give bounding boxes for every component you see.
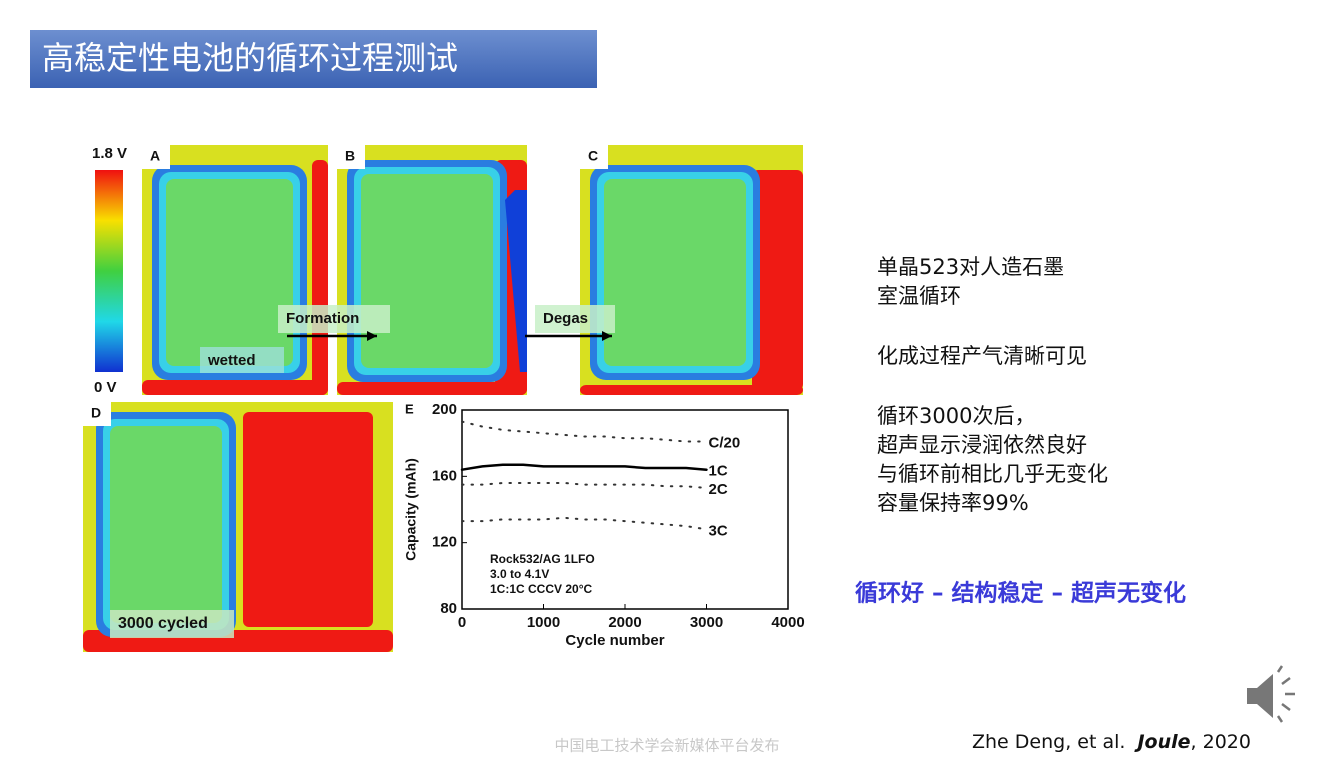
panel-letter: C xyxy=(588,148,598,164)
heatmap-hot xyxy=(312,160,328,395)
letter-box xyxy=(83,402,111,426)
panel-letter: B xyxy=(345,148,355,164)
x-axis-label: Cycle number xyxy=(565,632,664,649)
annotation: 3.0 to 4.1V xyxy=(490,567,549,581)
panel-label: 3000 cycled xyxy=(118,615,208,632)
panel-letter: E xyxy=(405,401,414,416)
series-label: C/20 xyxy=(709,434,741,451)
cell-core xyxy=(110,426,222,623)
x-tick-label: 0 xyxy=(458,614,466,631)
letter-box xyxy=(142,145,170,169)
cell-core xyxy=(604,179,746,366)
panel-letter: D xyxy=(91,405,101,421)
letter-box xyxy=(580,145,608,169)
note-line: 与循环前相比几乎无变化 xyxy=(877,462,1108,486)
citation-year: , 2020 xyxy=(1191,731,1251,753)
arrow-head xyxy=(367,331,377,341)
heatmap-hot xyxy=(337,382,527,395)
note-line: 容量保持率99% xyxy=(877,491,1029,515)
colorbar-max: 1.8 V xyxy=(92,145,127,162)
arrow-label: Formation xyxy=(286,310,359,327)
heatmap-hot xyxy=(580,385,803,395)
series-label: 3C xyxy=(709,522,728,539)
y-tick-label: 80 xyxy=(440,600,457,617)
colorbar-min: 0 V xyxy=(94,379,117,396)
panel-letter: A xyxy=(150,148,160,164)
heatmap-hot xyxy=(142,380,328,395)
letter-box xyxy=(337,145,365,169)
heatmap-hot xyxy=(752,170,803,390)
arrow-label: Degas xyxy=(543,310,588,327)
note-line: 化成过程产气清晰可见 xyxy=(877,344,1087,368)
arrow-head xyxy=(602,331,612,341)
colorbar xyxy=(95,170,123,372)
y-tick-label: 120 xyxy=(432,534,457,551)
citation-authors: Zhe Deng, et al. xyxy=(972,731,1125,753)
annotation: 1C:1C CCCV 20°C xyxy=(490,582,592,596)
cell-core xyxy=(166,179,293,366)
series-label: 2C xyxy=(709,481,728,498)
heatmap-hot xyxy=(243,412,373,627)
cell-core xyxy=(361,174,493,368)
y-axis-label: Capacity (mAh) xyxy=(403,458,419,561)
annotation: Rock532/AG 1LFO xyxy=(490,552,595,566)
y-tick-label: 160 xyxy=(432,467,457,484)
series-line xyxy=(461,420,708,443)
label-box xyxy=(110,610,234,638)
note-line: 单晶523对人造石墨 xyxy=(877,255,1064,279)
series-line xyxy=(460,463,708,471)
series-label: 1C xyxy=(709,463,728,480)
arrow-box xyxy=(535,305,615,333)
heatmap-low xyxy=(505,190,527,372)
citation: Zhe Deng, et al. Joule, 2020 xyxy=(972,731,1251,753)
note-line: 超声显示浸润依然良好 xyxy=(877,433,1087,457)
chart-panel xyxy=(400,400,805,652)
note-line: 室温循环 xyxy=(877,284,961,308)
x-tick-label: 4000 xyxy=(771,614,804,631)
y-tick-label: 200 xyxy=(432,401,457,418)
x-tick-label: 2000 xyxy=(608,614,641,631)
x-tick-label: 3000 xyxy=(690,614,723,631)
footer: 中国电工技术学会新媒体平台发布 xyxy=(554,737,779,755)
highlight: 循环好 – 结构稳定 – 超声无变化 xyxy=(855,580,1186,607)
title-bar xyxy=(30,30,597,88)
speaker-icon xyxy=(1247,665,1295,723)
panel-label: wetted xyxy=(207,352,256,369)
title: 高稳定性电池的循环过程测试 xyxy=(42,39,458,77)
arrow-box xyxy=(278,305,390,333)
label-box xyxy=(200,347,284,373)
x-tick-label: 1000 xyxy=(527,614,560,631)
citation-journal: Joule xyxy=(1133,731,1190,753)
note-line: 循环3000次后， xyxy=(877,404,1035,428)
